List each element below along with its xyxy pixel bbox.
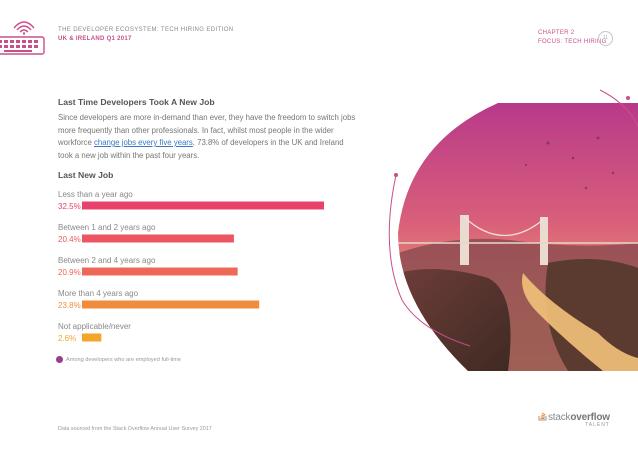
chapter-focus: FOCUS: TECH HIRING <box>538 39 607 45</box>
chart-note: Among developers who are employed full-t… <box>56 356 181 363</box>
change-jobs-link[interactable]: change jobs every five years <box>93 138 193 147</box>
bar-value-label: 32.5% <box>58 202 81 211</box>
section-title: Last Time Developers Took A New Job <box>58 97 215 107</box>
logo-wordmark: stackoverflow <box>538 410 610 423</box>
section-paragraph: Since developers are more in-demand than… <box>58 112 358 162</box>
chapter-info: CHAPTER 2 FOCUS: TECH HIRING <box>538 29 607 47</box>
paragraph-text-start: Since developers are more in-demand than… <box>58 113 356 147</box>
bar-value-label: 2.6% <box>58 334 76 343</box>
keyboard-wifi-logo-icon <box>0 21 45 55</box>
chart-note-text: Among developers who are employed full-t… <box>66 356 182 363</box>
paragraph-text-end: , 73.8% of developers in the UK and Irel… <box>58 138 344 160</box>
bar <box>82 267 238 276</box>
stack-icon <box>538 412 547 421</box>
bar-category-label: Not applicable/never <box>58 322 131 331</box>
bar-category-label: Less than a year ago <box>58 190 133 199</box>
bar-category-label: More than 4 years ago <box>58 289 139 298</box>
chart-title: Last New Job <box>58 170 114 180</box>
bar-value-label: 23.8% <box>58 301 81 310</box>
bar-value-label: 20.9% <box>58 268 81 277</box>
city-bridge-photo <box>398 103 638 371</box>
report-region: UK & IRELAND Q1 2017 <box>58 36 132 42</box>
bar-category-label: Between 2 and 4 years ago <box>58 256 156 265</box>
bar <box>82 201 324 210</box>
logo-overflow: overflow <box>570 412 610 423</box>
bar-category-label: Between 1 and 2 years ago <box>58 223 156 232</box>
data-source: Data sourced from the Stack Overflow Ann… <box>58 426 212 432</box>
logo-stack: stack <box>548 412 571 423</box>
note-dot-icon <box>56 356 63 363</box>
stackoverflow-talent-logo: stackoverflow TALENT <box>538 410 610 428</box>
logo-sub: TALENT <box>585 422 610 428</box>
bar <box>82 333 102 342</box>
page-number: 11 <box>598 31 613 46</box>
bar <box>82 300 260 309</box>
chapter-label: CHAPTER 2 <box>538 30 575 36</box>
last-new-job-chart: Less than a year ago 32.5% Between 1 and 2… <box>58 190 324 343</box>
report-title: THE DEVELOPER ECOSYSTEM: TECH HIRING EDI… <box>58 27 234 33</box>
report-header: THE DEVELOPER ECOSYSTEM: TECH HIRING EDI… <box>58 27 234 42</box>
bar <box>82 234 234 243</box>
bar-value-label: 20.4% <box>58 235 81 244</box>
